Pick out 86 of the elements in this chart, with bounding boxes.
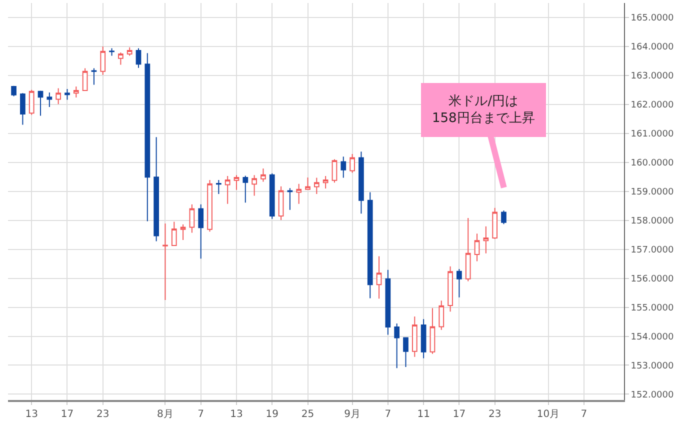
candlestick [350, 153, 355, 174]
candlestick [367, 192, 373, 299]
x-tick-label: 13 [230, 408, 243, 420]
candlestick [91, 68, 97, 86]
y-tick-label: 165.0000 [630, 14, 674, 24]
y-tick-label: 162.0000 [630, 100, 674, 111]
candlestick [46, 92, 52, 108]
candlestick [20, 92, 26, 126]
x-tick-label: 11 [417, 408, 430, 420]
y-tick-label: 161.0000 [630, 130, 674, 140]
candlestick [136, 48, 142, 68]
candlestick [376, 256, 382, 300]
candlestick [126, 46, 132, 56]
y-tick-label: 163.0000 [630, 72, 674, 82]
candlestick [438, 300, 444, 330]
candlestick [269, 172, 275, 220]
candlestick [322, 176, 328, 189]
y-tick-label: 158.0000 [630, 216, 674, 226]
candlestick [56, 88, 62, 105]
candlestick [171, 221, 177, 246]
candlestick [252, 174, 257, 196]
y-tick-label: 157.0000 [630, 245, 674, 256]
candlestick [385, 269, 391, 336]
x-tick-label: 10月 [536, 408, 560, 420]
candlestick [340, 156, 346, 178]
y-tick-label: 156.0000 [630, 274, 674, 284]
candlestick [420, 318, 426, 359]
candlestick [448, 266, 453, 312]
candlestick [305, 176, 310, 190]
candlestick [456, 268, 462, 298]
candlestick [242, 175, 248, 204]
x-tick-label: 23 [96, 408, 110, 420]
y-tick-label: 164.0000 [630, 42, 674, 53]
candlestick [38, 90, 44, 116]
x-tick-label: 25 [301, 408, 314, 420]
candlestick [332, 158, 338, 184]
x-tick-label: 19 [266, 408, 278, 420]
candlestick [64, 88, 70, 100]
x-tick-label: 7 [580, 408, 588, 420]
candlestick [260, 168, 266, 182]
y-tick-label: 159.0000 [630, 188, 674, 198]
x-tick-label: 9月 [344, 408, 360, 420]
candlestick [492, 207, 498, 240]
candlestick [11, 85, 16, 97]
x-tick-label: 13 [25, 408, 38, 420]
annotation: 米ドル/円は 158円台まで上昇 [432, 94, 535, 126]
candlestick [180, 224, 186, 241]
candlestick [28, 89, 34, 116]
candlestick [162, 223, 168, 301]
candlestick [100, 46, 106, 76]
candlestick [296, 183, 302, 204]
candlestick [144, 52, 150, 222]
candlestick [198, 204, 204, 260]
candlestick [224, 176, 230, 204]
candlestick [483, 226, 489, 254]
candlestick [154, 136, 159, 242]
candlestick [73, 86, 79, 98]
candlestick [430, 308, 436, 354]
candlestick [207, 180, 212, 232]
candlestick [403, 337, 408, 368]
candlestick [501, 210, 506, 225]
candlestick [314, 177, 320, 194]
candlestick [474, 233, 480, 262]
candlestick [287, 188, 293, 210]
candlestick [234, 174, 240, 190]
y-tick-label: 154.0000 [630, 332, 674, 342]
y-tick-label: 152.0000 [630, 390, 674, 400]
candlestick [394, 323, 400, 369]
y-tick-label: 155.0000 [630, 303, 674, 314]
candlestick [189, 204, 195, 234]
x-tick-label: 23 [488, 408, 502, 420]
candlestick [278, 186, 284, 221]
candlestick [118, 52, 124, 66]
x-tick-label: 17 [60, 408, 74, 420]
candlestick [412, 316, 418, 358]
candlestick [109, 48, 114, 56]
x-tick-label: 7 [384, 408, 392, 420]
y-tick-label: 160.0000 [630, 158, 674, 169]
candlestick [358, 151, 364, 214]
candlestick [465, 218, 471, 282]
x-tick-label: 17 [452, 408, 466, 420]
x-tick-label: 7 [198, 408, 204, 420]
y-tick-label: 153.0000 [630, 361, 674, 372]
candlestick [82, 68, 88, 92]
candlestick [216, 180, 222, 194]
x-tick-label: 8月 [157, 408, 174, 420]
